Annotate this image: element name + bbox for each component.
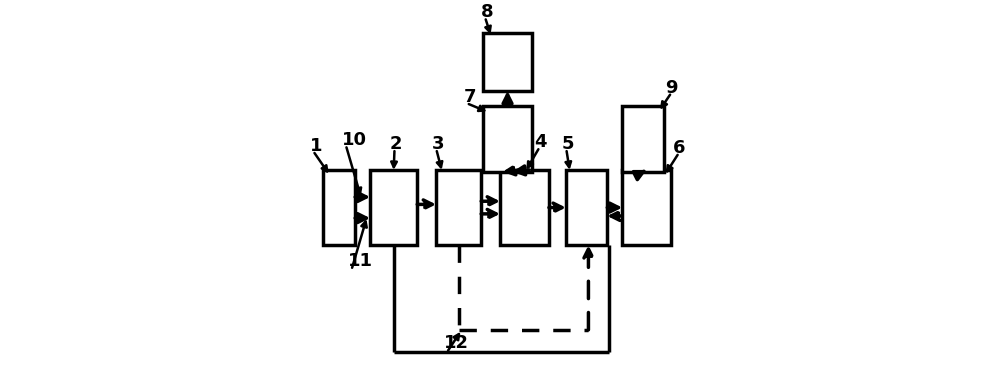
Bar (483, 33, 532, 91)
Text: 7: 7 (464, 88, 477, 106)
Bar (622, 170, 671, 245)
Text: 12: 12 (444, 334, 469, 352)
Text: 11: 11 (348, 252, 373, 270)
Text: 9: 9 (666, 79, 678, 97)
Text: 6: 6 (673, 139, 686, 157)
Text: 8: 8 (481, 3, 494, 21)
Bar (436, 170, 481, 245)
Text: 10: 10 (342, 131, 367, 149)
Text: 5: 5 (562, 135, 575, 153)
Bar (323, 170, 355, 245)
Text: 1: 1 (310, 137, 322, 155)
Bar (483, 106, 532, 172)
Bar (566, 170, 607, 245)
Bar (500, 170, 549, 245)
Text: 2: 2 (390, 135, 402, 153)
Text: 3: 3 (432, 135, 445, 153)
Bar (370, 170, 417, 245)
Text: 4: 4 (534, 133, 546, 151)
Bar (622, 106, 664, 172)
